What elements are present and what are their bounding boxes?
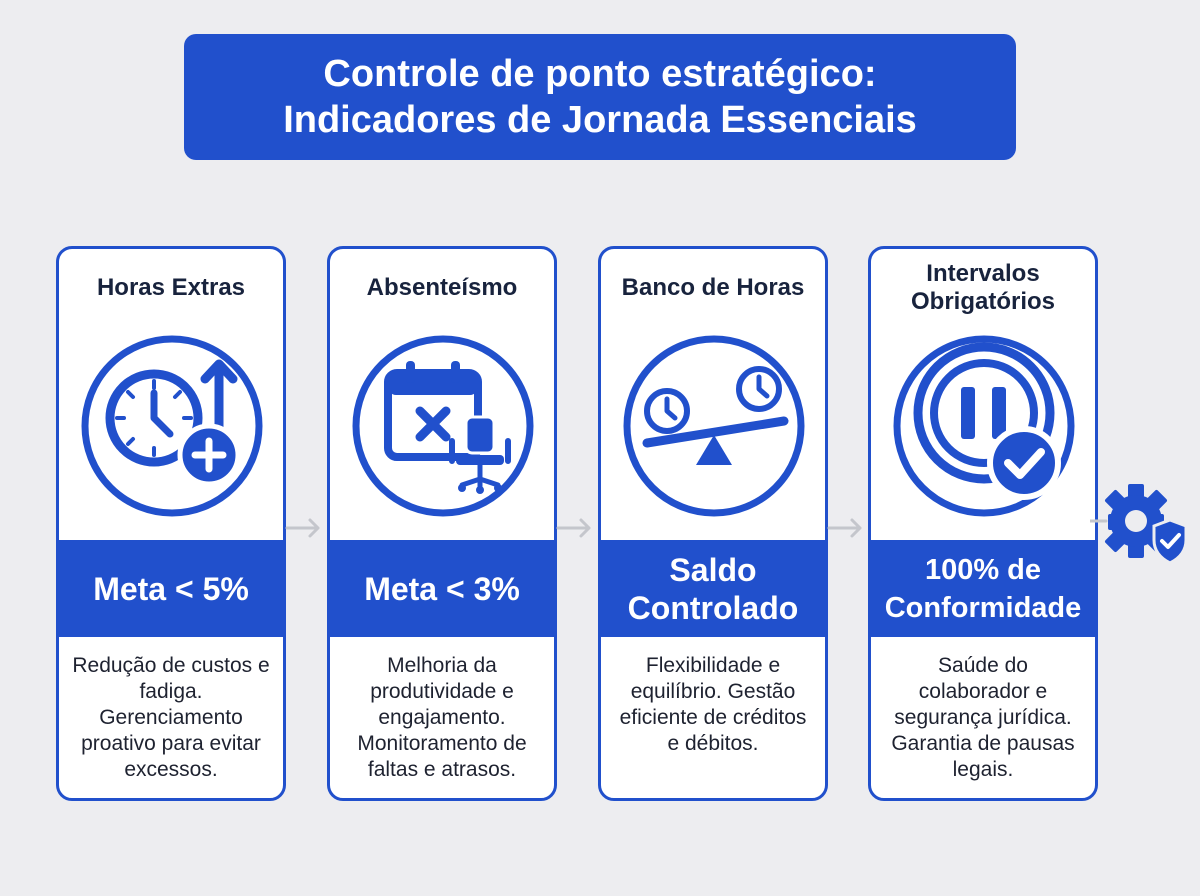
metric-band: 100% de Conformidade	[871, 540, 1095, 637]
card-title: Intervalos Obrigatórios	[910, 260, 1055, 315]
metric-band: Meta < 3%	[330, 540, 554, 637]
title-line-2: Indicadores de Jornada Essenciais	[283, 99, 917, 141]
card-description: Flexibilidade e equilíbrio. Gestão efici…	[619, 654, 807, 755]
arrow-right-icon	[285, 518, 320, 538]
balance-clocks-icon	[623, 335, 805, 517]
pause-check-icon	[893, 335, 1075, 517]
card-title: Banco de Horas	[621, 274, 805, 301]
clock-plus-arrow-icon	[81, 335, 263, 517]
metric-band: Saldo Controlado	[601, 540, 825, 637]
arrow-right-icon	[827, 518, 862, 538]
card-horas-extras: Horas Extras Meta < 5% Redução de custos…	[56, 246, 286, 801]
card-title: Horas Extras	[96, 274, 246, 301]
metric-band: Meta < 5%	[59, 540, 283, 637]
card-title: Absenteísmo	[366, 274, 518, 301]
gear-shield-check-icon	[1090, 484, 1188, 565]
title-line-1: Controle de ponto estratégico:	[323, 53, 877, 95]
card-description: Saúde do colaborador e segurança jurídic…	[891, 654, 1075, 781]
card-intervalos-obrigatorios: Intervalos Obrigatórios 100% de Conformi…	[868, 246, 1098, 801]
card-description: Redução de custos e fadiga. Gerenciament…	[72, 654, 270, 781]
card-absenteismo: Absenteísmo Meta < 3% Melhoria da produt…	[327, 246, 557, 801]
card-description: Melhoria da produtividade e engajamento.…	[357, 654, 527, 781]
calendar-x-chair-icon	[352, 335, 534, 517]
arrow-right-icon	[556, 518, 591, 538]
page-title: Controle de ponto estratégico: Indicador…	[184, 34, 1016, 160]
card-banco-de-horas: Banco de Horas Saldo Controlado Flexibil…	[598, 246, 828, 801]
